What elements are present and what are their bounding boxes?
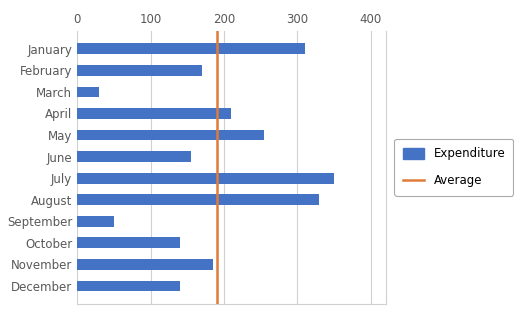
- Bar: [77, 194, 319, 205]
- Bar: [77, 281, 180, 291]
- Bar: [77, 43, 305, 54]
- Bar: [77, 65, 202, 76]
- Bar: [77, 216, 114, 227]
- Bar: [77, 259, 213, 270]
- Bar: [77, 108, 231, 119]
- Bar: [77, 130, 264, 140]
- Bar: [77, 86, 99, 97]
- Bar: [77, 151, 191, 162]
- Bar: [77, 237, 180, 248]
- Bar: [77, 173, 334, 184]
- Legend: Expenditure, Average: Expenditure, Average: [394, 139, 513, 196]
